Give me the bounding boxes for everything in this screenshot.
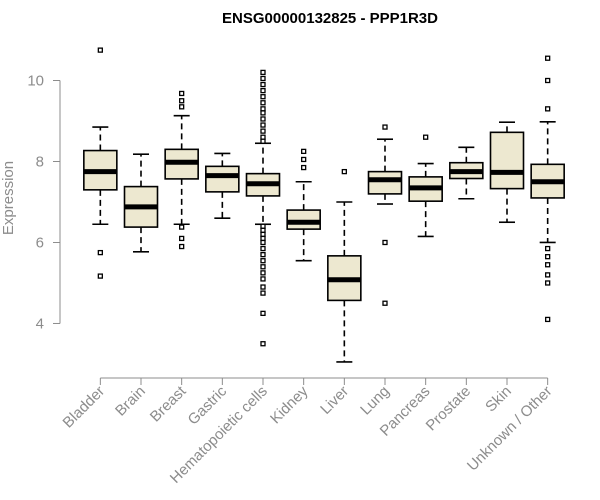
- outlier-point: [301, 156, 307, 163]
- outlier-point: [260, 116, 266, 122]
- outlier-point: [260, 110, 266, 116]
- outlier-point: [301, 164, 307, 171]
- x-tick-label: Kidney: [267, 382, 312, 427]
- outlier-point: [179, 90, 185, 97]
- x-tick-label: Brain: [112, 383, 149, 420]
- outlier-point: [260, 239, 266, 246]
- outlier-point: [260, 270, 266, 276]
- outlier-point: [545, 254, 551, 260]
- y-axis-label: Expression: [0, 161, 17, 235]
- outlier-point: [97, 47, 103, 53]
- outlier-point: [260, 122, 266, 128]
- outlier-point: [260, 138, 266, 144]
- box-brain: [123, 153, 159, 253]
- box-bladder: [83, 47, 118, 279]
- outlier-point: [301, 148, 307, 155]
- x-tick-label: Breast: [147, 382, 190, 425]
- outlier-point: [260, 100, 266, 106]
- outlier-point: [382, 300, 388, 306]
- outlier-point: [260, 81, 266, 88]
- box-gastric: [205, 152, 240, 219]
- outlier-point: [260, 75, 266, 82]
- chart-title: ENSG00000132825 - PPP1R3D: [222, 10, 438, 27]
- outlier-point: [179, 224, 185, 230]
- outlier-point: [545, 316, 551, 323]
- x-tick-label: Skin: [482, 383, 515, 416]
- outlier-point: [423, 134, 429, 140]
- box-body: [367, 170, 403, 195]
- outlier-point: [260, 87, 266, 94]
- outlier-point: [545, 262, 551, 268]
- y-tick-label: 8: [36, 153, 44, 170]
- x-tick-label: Bladder: [60, 383, 109, 432]
- box-hematopoietic-cells: [245, 69, 281, 347]
- outlier-point: [97, 249, 103, 256]
- outlier-point: [545, 106, 551, 112]
- outlier-point: [179, 243, 185, 250]
- y-axis: 4 6 8 10: [27, 72, 61, 332]
- outlier-point: [545, 280, 551, 286]
- box-liver: [327, 168, 362, 363]
- outlier-point: [545, 55, 551, 61]
- x-tick-label: Liver: [317, 383, 352, 418]
- outlier-point: [382, 124, 388, 130]
- outlier-point: [260, 94, 266, 100]
- box-prostate: [449, 146, 484, 200]
- outlier-point: [260, 258, 266, 264]
- box-unknown-other: [530, 55, 565, 323]
- outlier-point: [260, 245, 266, 252]
- outlier-point: [97, 273, 103, 279]
- y-tick-label: 4: [36, 315, 44, 332]
- y-tick-label: 6: [36, 234, 44, 251]
- outlier-point: [260, 128, 266, 134]
- outlier-point: [179, 235, 185, 242]
- box-body: [489, 131, 525, 190]
- outlier-point: [260, 276, 266, 282]
- outlier-point: [341, 168, 347, 175]
- outlier-point: [545, 245, 551, 252]
- x-tick-label: Prostate: [423, 383, 475, 435]
- outlier-point: [260, 69, 266, 76]
- outlier-point: [545, 272, 551, 278]
- outlier-point: [260, 284, 266, 290]
- box-pancreas: [408, 134, 443, 238]
- x-tick-label: Lung: [357, 383, 393, 419]
- box-lung: [367, 124, 403, 306]
- box-kidney: [286, 148, 321, 262]
- outlier-point: [260, 264, 266, 270]
- box-body: [286, 209, 321, 230]
- box-breast: [164, 90, 199, 250]
- box-body: [205, 165, 240, 193]
- outlier-point: [179, 98, 185, 104]
- outlier-point: [545, 77, 551, 84]
- box-skin: [489, 121, 525, 224]
- boxes-group: [83, 47, 565, 363]
- outlier-point: [260, 341, 266, 347]
- y-tick-label: 10: [27, 72, 44, 89]
- outlier-point: [179, 104, 185, 110]
- outlier-point: [382, 239, 388, 246]
- outlier-point: [260, 290, 266, 296]
- outlier-point: [260, 251, 266, 258]
- outlier-point: [260, 310, 266, 317]
